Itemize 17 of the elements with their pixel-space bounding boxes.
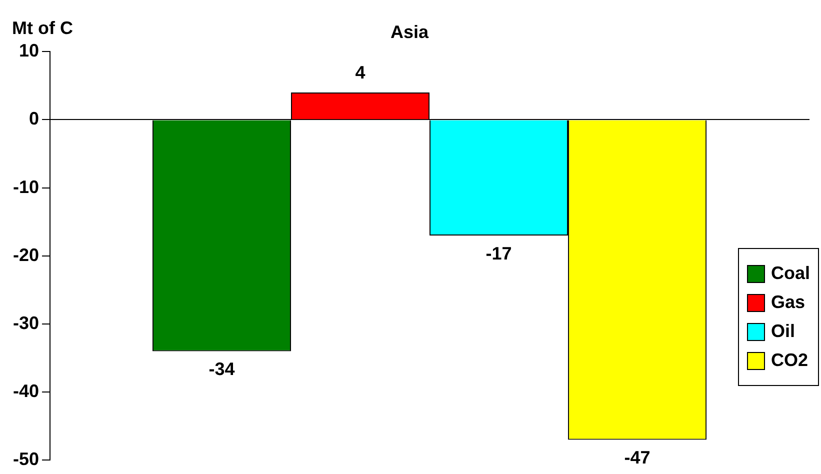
y-tick-label: 0 [29, 108, 40, 129]
y-tick-label: -40 [13, 381, 40, 402]
y-tick-label: 10 [18, 40, 40, 61]
y-tick-label: -30 [13, 312, 40, 333]
legend-label: Gas [770, 292, 806, 313]
y-tick-label: -50 [13, 449, 40, 470]
data-label: -34 [208, 359, 235, 380]
y-tick-label: -10 [13, 176, 40, 197]
data-label: -17 [486, 243, 512, 264]
data-label: -47 [624, 448, 650, 468]
legend-label: Oil [770, 321, 795, 342]
y-tick-label: -20 [13, 244, 40, 265]
legend-label: Coal [770, 263, 810, 284]
y-axis-title: Mt of C [12, 18, 73, 38]
data-label: 4 [355, 62, 366, 82]
chart-title: Asia [390, 22, 430, 42]
legend-label: CO2 [770, 350, 808, 371]
